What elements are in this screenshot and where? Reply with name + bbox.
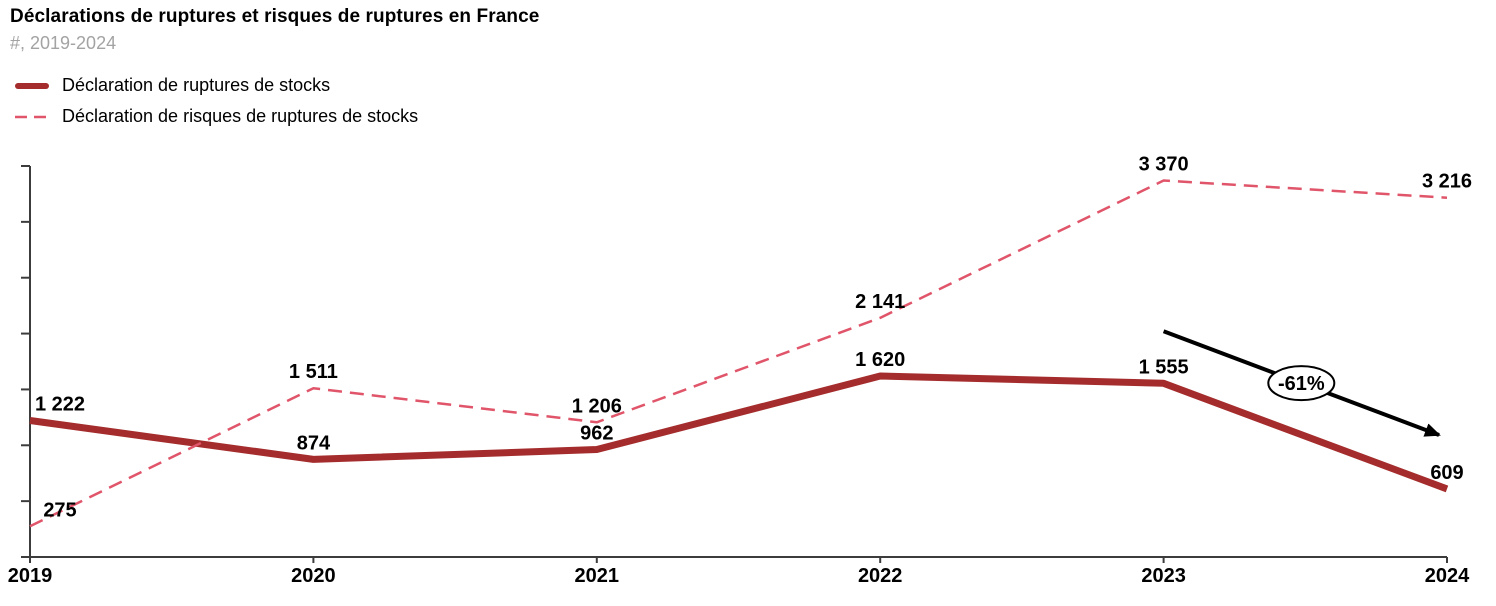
series-line-risques [29,179,1448,528]
data-label: 874 [297,432,331,454]
data-label: 962 [580,423,613,445]
annotation-label: -61% [1278,373,1325,395]
legend-item-risques: Déclaration de risques de ruptures de st… [14,101,418,132]
chart-header: Déclarations de ruptures et risques de r… [10,6,539,54]
dashed-line-swatch-icon [14,112,52,122]
x-axis-label: 2019 [8,565,53,587]
data-label: 2 141 [855,291,905,313]
legend-label-risques: Déclaration de risques de ruptures de st… [62,106,419,126]
data-label: 3 370 [1139,154,1189,176]
chart-subtitle: #, 2019-2024 [10,33,117,53]
data-label: 1 620 [855,349,905,371]
x-axis-label: 2024 [1425,565,1470,587]
x-axis-label: 2023 [1141,565,1186,587]
legend-label-ruptures: Déclaration de ruptures de stocks [62,75,331,95]
data-label: 609 [1430,462,1463,484]
x-axis-label: 2021 [575,565,620,587]
data-label: 275 [43,499,76,521]
line-chart-canvas: 2019 2020 2021 2022 2023 2024 1 222 874 962 1 620… [8,154,1472,587]
x-axis-label: 2020 [291,565,336,587]
x-axis-label: 2022 [858,565,903,587]
data-label: 1 206 [572,395,622,417]
solid-line-swatch-icon [14,81,52,91]
legend-item-ruptures: Déclaration de ruptures de stocks [14,70,418,101]
annotation-ellipse [1267,365,1336,402]
chart-title: Déclarations de ruptures et risques de r… [10,6,540,27]
data-label: 3 216 [1422,171,1472,193]
data-label: 1 511 [289,361,338,383]
chart-legend: Déclaration de ruptures de stocks Déclar… [14,70,418,132]
data-label: 1 222 [35,393,85,415]
dashed-line-swatch-svg [15,115,49,118]
data-label: 1 555 [1139,356,1189,378]
series-line-ruptures [29,372,1449,493]
solid-line-swatch-svg [15,82,49,89]
